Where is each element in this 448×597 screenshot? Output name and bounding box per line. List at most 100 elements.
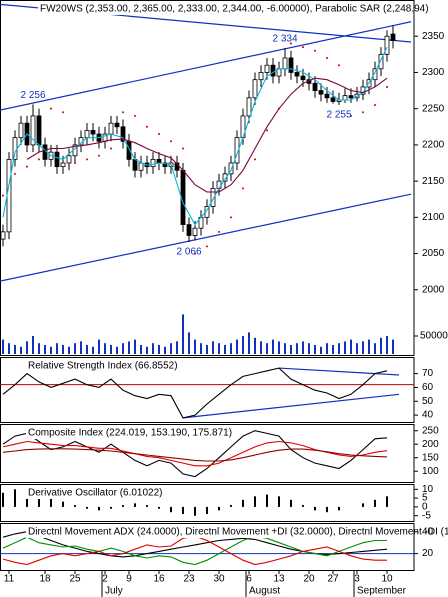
volume-bar: [44, 345, 46, 354]
oscillator-bar: [242, 499, 244, 507]
candle-body: [378, 53, 384, 70]
candle-body: [282, 57, 288, 70]
trend-line: [182, 393, 400, 419]
y-tick-label: 2150: [422, 176, 445, 187]
candle-body: [222, 173, 228, 182]
oscillator-bar: [338, 506, 340, 511]
y-tick-label: 2050: [422, 248, 445, 259]
volume-bar: [2, 339, 4, 354]
sar-dot: [26, 165, 28, 168]
series-line: [2, 535, 387, 566]
volume-bar: [380, 337, 382, 354]
x-tick-label: 25: [69, 574, 81, 585]
y-tick-label: 40: [422, 526, 434, 537]
candle-body: [186, 224, 192, 236]
y-tick-label: 200: [422, 439, 439, 450]
candle-body: [114, 122, 120, 128]
month-label: September: [357, 586, 407, 597]
sar-dot: [218, 230, 220, 233]
y-tick-label: 100: [422, 466, 439, 477]
volume-bar: [308, 343, 310, 354]
volume-bar: [266, 343, 268, 354]
volume-bar: [104, 343, 106, 354]
panel-title: Derivative Oscillator (6.01022): [28, 488, 163, 499]
volume-bar: [176, 341, 178, 354]
y-tick-label: 60: [422, 382, 434, 393]
candle-body: [294, 72, 300, 77]
sar-dot: [14, 172, 16, 175]
y-tick-label: 2250: [422, 103, 445, 114]
y-tick-label: 2000: [422, 284, 445, 295]
volume-bar: [92, 346, 94, 354]
x-tick-label: 23: [183, 574, 195, 585]
series-line: [2, 448, 388, 462]
sar-dot: [386, 85, 388, 88]
oscillator-bar: [14, 489, 16, 507]
volume-bar: [302, 341, 304, 354]
volume-bar: [182, 314, 184, 354]
volume-bar: [56, 343, 58, 354]
volume-bar: [134, 339, 136, 354]
oscillator-bar: [86, 506, 88, 509]
volume-bar: [170, 343, 172, 354]
candle-body: [252, 79, 258, 99]
sar-dot: [314, 49, 316, 52]
volume-bar: [344, 341, 346, 354]
volume-bar: [74, 343, 76, 354]
price-annotation: 2 256: [20, 90, 45, 101]
series-line: [2, 367, 388, 419]
volume-bar: [332, 345, 334, 354]
volume-bar: [236, 339, 238, 354]
candle-body: [384, 35, 390, 55]
sar-dot: [86, 158, 88, 161]
oscillator-bar: [110, 506, 112, 509]
volume-bar: [248, 332, 250, 354]
candle-body: [12, 137, 18, 160]
title-background: [26, 487, 165, 499]
sar-dot: [362, 111, 364, 114]
oscillator-bar: [194, 506, 196, 516]
oscillator-bar: [230, 505, 232, 507]
volume-bar: [320, 346, 322, 354]
candle-body: [264, 64, 270, 73]
series-line: [2, 531, 388, 558]
title-background: [38, 3, 412, 15]
oscillator-bar: [134, 503, 136, 507]
volume-bar: [338, 343, 340, 354]
sar-dot: [38, 158, 40, 161]
oscillator-bar: [206, 506, 208, 514]
candle-body: [288, 57, 294, 73]
oscillator-bar: [74, 505, 76, 507]
candle-body: [60, 162, 66, 168]
trend-line: [0, 193, 412, 282]
candle-body: [342, 95, 348, 101]
title-background: [26, 360, 180, 372]
sar-dot: [170, 140, 172, 143]
panel-frame: [0, 523, 415, 571]
volume-bar: [368, 339, 370, 354]
panel-frame: [0, 484, 415, 522]
x-tick-label: 16: [153, 574, 165, 585]
candle-body: [108, 122, 114, 135]
sar-dot: [110, 147, 112, 150]
volume-bar: [206, 345, 208, 354]
oscillator-bar: [254, 496, 256, 507]
oscillator-bar: [374, 499, 376, 507]
volume-bar: [356, 343, 358, 354]
candle-body: [360, 86, 366, 95]
oscillator-bar: [170, 506, 172, 513]
y-tick-label: 0: [422, 502, 428, 513]
candle-body: [90, 130, 96, 135]
volume-bar: [284, 343, 286, 354]
candle-body: [162, 162, 168, 168]
volume-bar: [272, 339, 274, 354]
panel-frame: [0, 424, 415, 483]
sar-dot: [254, 158, 256, 161]
volume-bar: [62, 345, 64, 354]
volume-bar: [116, 346, 118, 354]
sar-dot: [326, 56, 328, 59]
sar-dot: [74, 162, 76, 165]
panel-title: Directnl Movement ADX (24.0000), Directn…: [28, 527, 448, 538]
panel-title: Relative Strength Index (66.8552): [28, 361, 178, 372]
sar-dot: [350, 114, 352, 117]
